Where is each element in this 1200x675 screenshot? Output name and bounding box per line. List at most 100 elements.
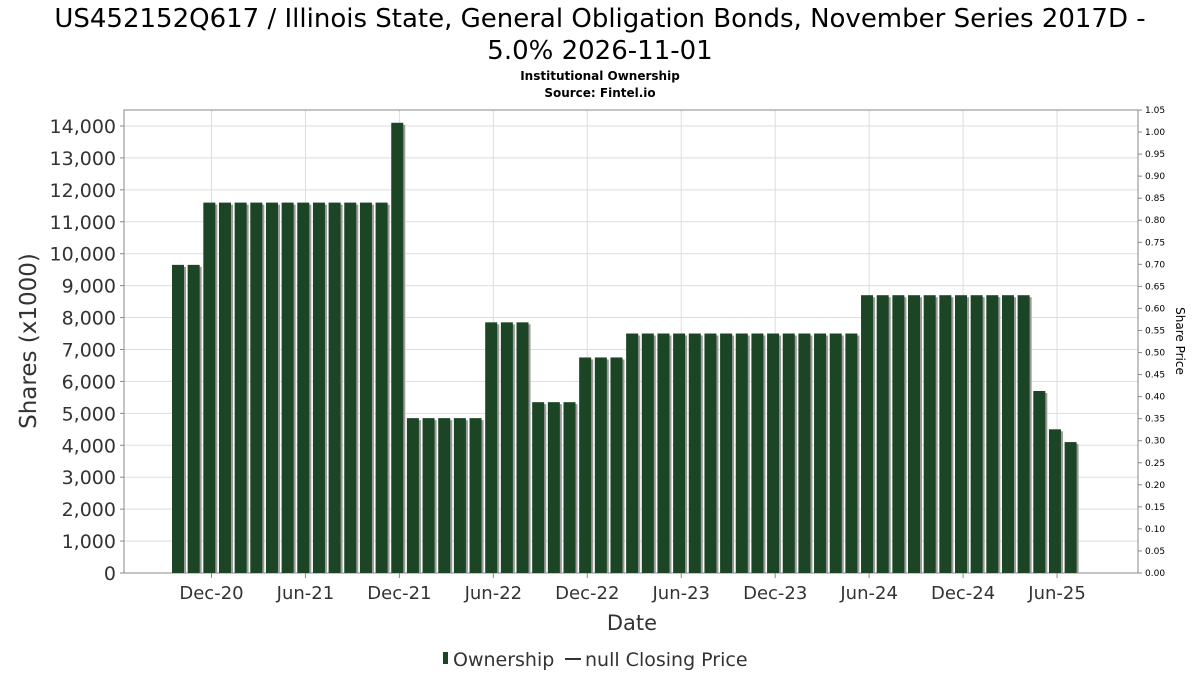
y2-tick-label: 0.50 bbox=[1145, 349, 1165, 359]
x-tick-label: Dec-24 bbox=[931, 583, 995, 604]
x-tick-label: Jun-25 bbox=[1027, 583, 1086, 604]
bar-ownership bbox=[438, 418, 451, 573]
bar-ownership bbox=[673, 333, 686, 573]
bar-ownership bbox=[720, 333, 733, 573]
y-tick-label: 12,000 bbox=[50, 180, 116, 202]
y2-tick-label: 0.10 bbox=[1145, 525, 1165, 535]
chart-subtitle: Institutional Ownership bbox=[520, 69, 680, 83]
bar-ownership bbox=[657, 333, 670, 573]
y2-tick-label: 0.25 bbox=[1145, 459, 1165, 469]
bar-ownership bbox=[751, 333, 764, 573]
bar-ownership bbox=[939, 295, 952, 573]
y2-tick-label: 0.15 bbox=[1145, 503, 1165, 513]
y-tick-label: 8,000 bbox=[62, 308, 116, 330]
bar-ownership bbox=[876, 295, 889, 573]
bar-ownership bbox=[892, 295, 905, 573]
bar-ownership bbox=[579, 357, 592, 573]
x-axis-label: Date bbox=[607, 611, 657, 635]
x-tick-label: Dec-21 bbox=[367, 583, 431, 604]
y2-tick-label: 0.00 bbox=[1145, 569, 1165, 579]
bar-ownership bbox=[532, 402, 545, 573]
y2-tick-label: 0.90 bbox=[1145, 172, 1165, 182]
y-tick-label: 9,000 bbox=[62, 276, 116, 298]
bar-ownership bbox=[641, 333, 654, 573]
y-tick-label: 11,000 bbox=[50, 212, 116, 234]
y-tick-label: 3,000 bbox=[62, 467, 116, 489]
legend: Ownership null Closing Price bbox=[443, 649, 748, 671]
bar-ownership bbox=[1048, 429, 1061, 573]
y2-tick-label: 0.05 bbox=[1145, 547, 1165, 557]
y-tick-label: 0 bbox=[104, 563, 116, 585]
bar-ownership bbox=[187, 264, 200, 573]
y-tick-label: 10,000 bbox=[50, 244, 116, 266]
y2-tick-label: 0.55 bbox=[1145, 326, 1165, 336]
y2-tick-label: 0.20 bbox=[1145, 481, 1165, 491]
bar-ownership bbox=[328, 202, 341, 573]
bar-ownership bbox=[281, 202, 294, 573]
bar-ownership bbox=[344, 202, 357, 573]
bar-ownership bbox=[1033, 390, 1046, 573]
bar-ownership bbox=[845, 333, 858, 573]
bar-ownership bbox=[563, 402, 576, 573]
bar-ownership bbox=[735, 333, 748, 573]
chart-source: Source: Fintel.io bbox=[544, 86, 656, 100]
y-tick-label: 6,000 bbox=[62, 371, 116, 393]
y2-axis: 0.00 0.05 0.10 0.15 0.20 0.25 0.30 0.35 0.40 0.45… bbox=[1138, 106, 1165, 579]
y2-tick-label: 0.45 bbox=[1145, 371, 1165, 381]
bar-ownership bbox=[782, 333, 795, 573]
bar-ownership bbox=[422, 418, 435, 573]
bar-ownership bbox=[375, 202, 388, 573]
bar-ownership bbox=[704, 333, 717, 573]
y2-axis-label: Share Price bbox=[1173, 307, 1187, 375]
y2-tick-label: 0.70 bbox=[1145, 260, 1165, 270]
chart-title-line2: 5.0% 2026-11-01 bbox=[487, 36, 713, 66]
y-tick-label: 13,000 bbox=[50, 148, 116, 170]
bar-ownership bbox=[1064, 442, 1077, 573]
y-tick-label: 5,000 bbox=[62, 403, 116, 425]
y-tick-label: 2,000 bbox=[62, 499, 116, 521]
bar-ownership bbox=[297, 202, 310, 573]
bar-ownership bbox=[500, 322, 513, 573]
y-tick-label: 7,000 bbox=[62, 339, 116, 361]
x-axis: Dec-20 Jun-21 Dec-21 Jun-22 Dec-22 Jun-23 Dec-… bbox=[179, 573, 1086, 604]
bar-ownership bbox=[970, 295, 983, 573]
bar-ownership bbox=[610, 357, 623, 573]
bar-ownership bbox=[814, 333, 827, 573]
legend-price-label: null Closing Price bbox=[585, 649, 748, 671]
bar-ownership bbox=[218, 202, 231, 573]
y2-tick-label: 1.05 bbox=[1145, 106, 1165, 116]
y2-tick-label: 0.40 bbox=[1145, 393, 1165, 403]
y2-tick-label: 0.30 bbox=[1145, 437, 1165, 447]
bar-ownership bbox=[955, 295, 967, 573]
y2-tick-label: 0.95 bbox=[1145, 150, 1165, 160]
bar-ownership bbox=[594, 357, 607, 573]
y2-tick-label: 0.65 bbox=[1145, 282, 1165, 292]
x-tick-label: Jun-22 bbox=[464, 583, 523, 604]
bars-group bbox=[172, 122, 1079, 574]
y-tick-label: 4,000 bbox=[62, 435, 116, 457]
legend-ownership-swatch bbox=[443, 652, 448, 664]
x-tick-label: Jun-24 bbox=[839, 583, 898, 604]
x-tick-label: Jun-21 bbox=[276, 583, 335, 604]
x-tick-label: Jun-23 bbox=[651, 583, 710, 604]
bar-ownership bbox=[312, 202, 325, 573]
bar-ownership bbox=[547, 402, 560, 573]
bar-ownership bbox=[1017, 295, 1030, 573]
bar-ownership bbox=[203, 202, 216, 573]
y-axis-label: Shares (x1000) bbox=[16, 253, 42, 429]
y2-tick-label: 1.00 bbox=[1145, 128, 1165, 138]
bar-ownership bbox=[469, 418, 482, 573]
y2-tick-label: 0.35 bbox=[1145, 415, 1165, 425]
bar-ownership bbox=[172, 264, 184, 573]
bar-ownership bbox=[453, 418, 466, 573]
y-axis: 0 1,000 2,000 3,000 4,000 5,000 6,000 7,000 8,00… bbox=[50, 116, 124, 585]
y2-tick-label: 0.80 bbox=[1145, 216, 1165, 226]
bar-ownership bbox=[265, 202, 278, 573]
bar-ownership bbox=[359, 202, 372, 573]
bar-ownership bbox=[923, 295, 936, 573]
y-tick-label: 1,000 bbox=[62, 531, 116, 553]
bar-ownership bbox=[829, 333, 842, 573]
bar-ownership bbox=[688, 333, 701, 573]
bar-ownership bbox=[986, 295, 999, 573]
